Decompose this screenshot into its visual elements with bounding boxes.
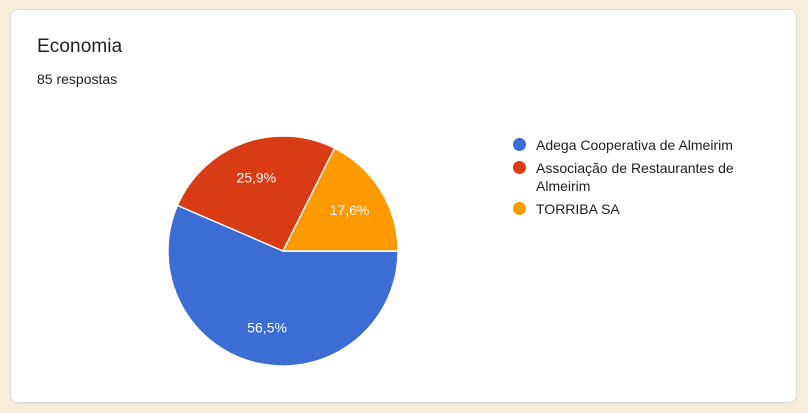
pie-slice — [167, 204, 399, 367]
response-count: 85 respostas — [37, 71, 118, 87]
pie-slice — [176, 135, 336, 252]
chart-legend: Adega Cooperativa de Almeirim Associação… — [513, 136, 775, 223]
legend-swatch-icon — [513, 202, 526, 215]
legend-item: TORRIBA SA — [513, 200, 775, 218]
legend-item: Adega Cooperativa de Almeirim — [513, 136, 775, 154]
legend-swatch-icon — [513, 138, 526, 151]
legend-item-label: TORRIBA SA — [536, 201, 620, 217]
pie-chart: 56,5% 25,9% 17,6% — [167, 135, 399, 367]
pie-slice-label: 25,9% — [236, 170, 276, 186]
question-title: Economia — [37, 36, 123, 57]
legend-swatch-icon — [513, 161, 526, 174]
question-summary-card: Economia 85 respostas 56,5% 25,9% 17,6% Ad… — [10, 9, 797, 403]
legend-item-label: Associação de Restaurantes de Almeirim — [536, 160, 734, 194]
legend-item: Associação de Restaurantes de Almeirim — [513, 159, 775, 195]
pie-slice-label: 56,5% — [247, 320, 287, 336]
pie-slice-label: 17,6% — [330, 202, 370, 218]
pie-slice — [281, 147, 399, 252]
legend-item-label: Adega Cooperativa de Almeirim — [536, 137, 733, 153]
